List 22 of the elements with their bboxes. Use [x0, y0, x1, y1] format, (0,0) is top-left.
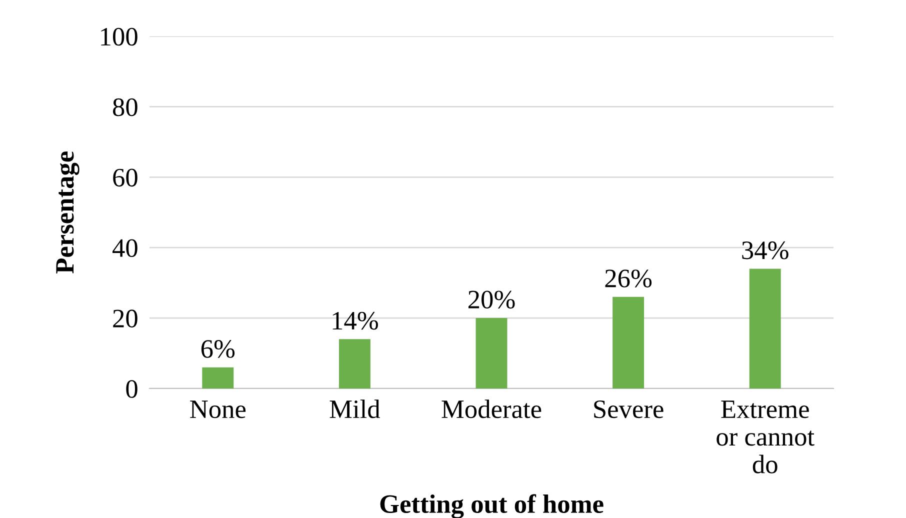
- x-tick-label: Severe: [594, 400, 664, 418]
- y-tick-label: 20: [113, 310, 138, 328]
- y-tick-label: 60: [113, 168, 138, 187]
- data-label: 20%: [468, 290, 515, 309]
- bar: [612, 296, 644, 388]
- data-label: 14%: [332, 312, 378, 330]
- y-tick-label: 0: [126, 380, 138, 398]
- x-tick-label: Mild: [330, 400, 380, 418]
- y-tick-label: 40: [112, 239, 138, 258]
- bar: [338, 339, 370, 388]
- y-tick-label: 100: [101, 28, 138, 46]
- data-label: 34%: [742, 241, 788, 260]
- data-label: 6%: [201, 340, 235, 358]
- bar: [749, 268, 781, 388]
- x-tick-label: Moderate: [442, 400, 542, 418]
- bar: [476, 318, 508, 388]
- x-tick-label: None: [190, 400, 246, 418]
- bar: [202, 367, 234, 388]
- data-label: 26%: [605, 270, 652, 288]
- y-axis-title: Persentage: [56, 152, 80, 274]
- x-tick-label: Extreme or cannot do: [716, 400, 814, 474]
- y-tick-label: 80: [112, 98, 138, 116]
